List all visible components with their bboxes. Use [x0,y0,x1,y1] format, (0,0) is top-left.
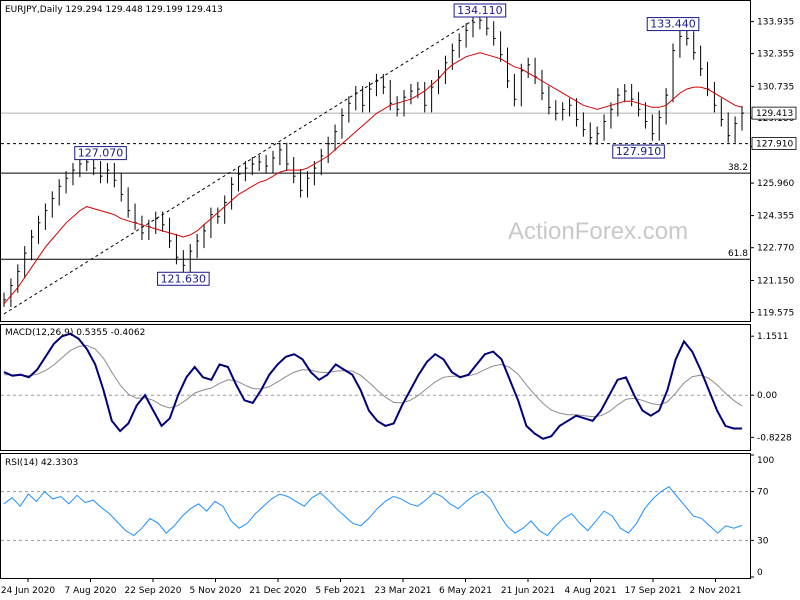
price-label-box [157,271,210,286]
price-pane [0,0,751,322]
price-tick-label: 132.355 [757,50,794,60]
x-tick-label: 4 Aug 2021 [565,586,617,596]
macd-signal-line [4,344,743,418]
price-layer: 38.2 61.8 134.110 133.440 127.070 121.630 127.… [1,3,750,315]
rsi-tick-label: 70 [757,488,769,498]
rsi-tick-label: 30 [757,536,769,546]
price-tick-label: 122.770 [757,244,794,254]
price-tick-label: 121.150 [757,277,794,287]
price-marker-label: 129.413 [756,109,793,119]
price-tick-label: 130.735 [757,82,794,92]
macd-line [3,332,742,440]
price-label-box [646,17,700,32]
fib-label: 38.2 [728,163,748,173]
x-tick-label: 22 Sep 2020 [124,586,181,596]
price-label-box [74,146,127,161]
price-tick-label: 133.935 [757,18,794,28]
fib-label: 61.8 [728,249,748,259]
x-tick-label: 7 Aug 2020 [65,586,117,596]
x-tick-label: 17 Sep 2021 [624,586,681,596]
price-marker-box [751,137,797,150]
price-label-box [453,3,507,18]
price-label: 134.110 [457,4,503,17]
price-label: 127.910 [616,145,662,158]
rsi-tick-label: 100 [757,456,774,466]
rsi-pane [0,453,751,579]
rsi-layer [1,486,750,541]
x-tick-label: 5 Feb 2021 [315,586,365,596]
price-label-box [612,144,665,159]
price-tick-label: 125.960 [757,179,794,189]
price-header: EURJPY,Daily 129.294 129.448 129.199 129… [5,5,223,15]
rsi-tick-label: 0 [757,568,763,578]
macd-tick-label: 0.00 [757,391,777,401]
x-tick-label: 6 May 2021 [439,586,492,596]
price-label: 133.440 [650,18,696,31]
macd-layer [1,332,750,440]
price-tick-label: 124.355 [757,212,794,222]
price-label: 121.630 [161,272,207,285]
price-label: 127.070 [78,147,124,160]
price-tick-label: 119.575 [757,308,794,318]
x-tick-label: 5 Nov 2020 [190,586,242,596]
rsi-header: RSI(14) 42.3303 [5,458,78,468]
watermark: ActionForex.com [508,218,688,245]
macd-header: MACD(12,26,9) 0.5355 -0.4062 [5,328,145,338]
axis-layer: 133.935132.355130.735129.180127.770125.9… [1,18,797,596]
macd-pane [0,324,751,451]
price-marker-box [751,106,797,120]
x-tick-label: 21 Jun 2021 [501,586,555,596]
x-tick-label: 2 Nov 2021 [690,586,742,596]
rsi-line [3,486,743,537]
macd-tick-label: -0.8228 [757,433,792,443]
x-tick-label: 24 Jun 2020 [1,586,55,596]
macd-tick-label: 1.1511 [757,332,789,342]
ma-line [3,52,743,305]
x-tick-label: 21 Dec 2020 [249,586,307,596]
x-tick-label: 23 Mar 2021 [374,586,431,596]
price-marker-label: 127.910 [756,140,793,150]
